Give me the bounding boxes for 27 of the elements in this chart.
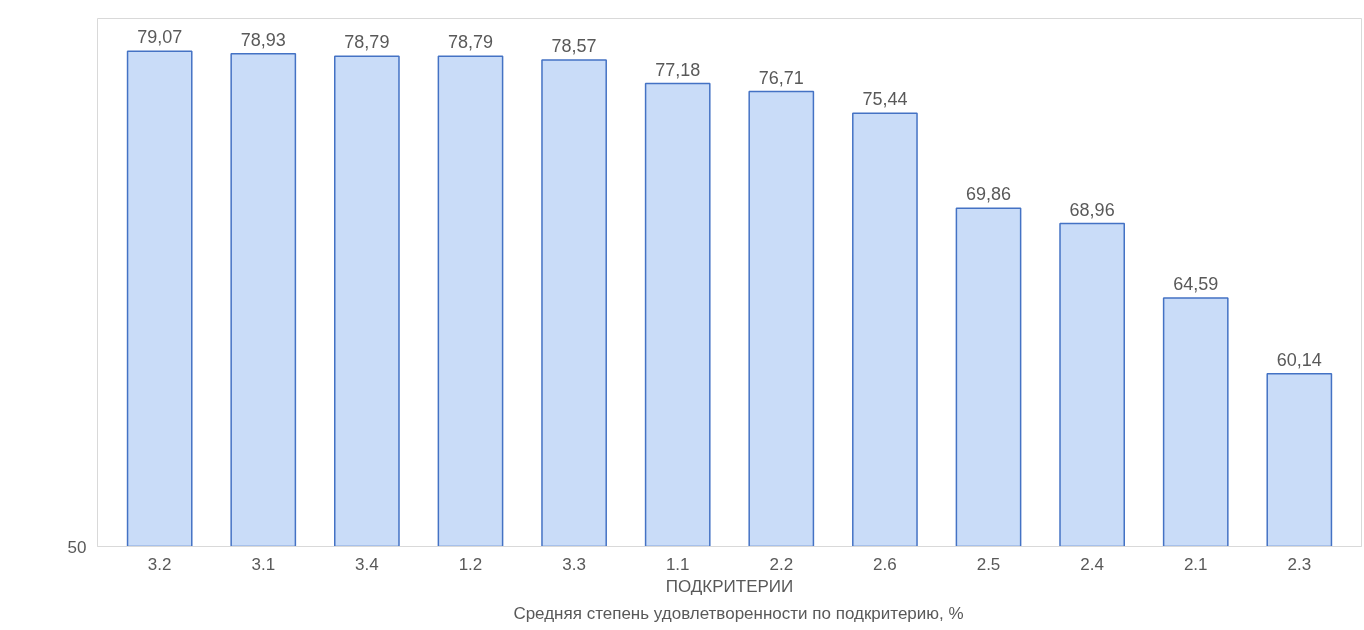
x-tick-label: 1.1 — [665, 554, 690, 574]
data-label: 78,57 — [551, 35, 597, 56]
text: 50 — [67, 537, 87, 557]
x-tick-label: 2.1 — [1183, 554, 1208, 574]
data-label: 76,71 — [758, 67, 804, 88]
x-tick-label: 2.4 — [1080, 554, 1104, 574]
x-axis-title: ПОДКРИТЕРИИ — [665, 576, 794, 596]
x-tick-label: 2.3 — [1287, 554, 1312, 574]
data-label: 64,59 — [1173, 274, 1219, 294]
text: Средняя степень удовлетворенности по подкритерию, % — [513, 604, 964, 624]
data-label: 77,18 — [655, 59, 701, 80]
data-label: 69,86 — [965, 184, 1012, 205]
x-tick-label: 3.3 — [562, 554, 586, 574]
x-tick-label: 1.2 — [458, 554, 483, 574]
x-tick-label: 2.2 — [769, 554, 794, 574]
x-tick-label: 3.4 — [355, 554, 379, 574]
x-tick-label: 2.5 — [976, 554, 1001, 574]
x-tick-label: 3.1 — [251, 554, 276, 574]
data-label: 68,96 — [1069, 199, 1115, 220]
x-tick-label: 3.2 — [147, 554, 172, 574]
data-label: 78,79 — [447, 32, 494, 53]
data-label: 79,07 — [137, 27, 183, 48]
data-label: 75,44 — [862, 89, 908, 110]
data-label: 78,93 — [240, 29, 286, 50]
x-tick-label: 2.6 — [873, 554, 897, 574]
data-label: 60,14 — [1276, 349, 1322, 370]
data-label: 78,79 — [344, 32, 390, 53]
